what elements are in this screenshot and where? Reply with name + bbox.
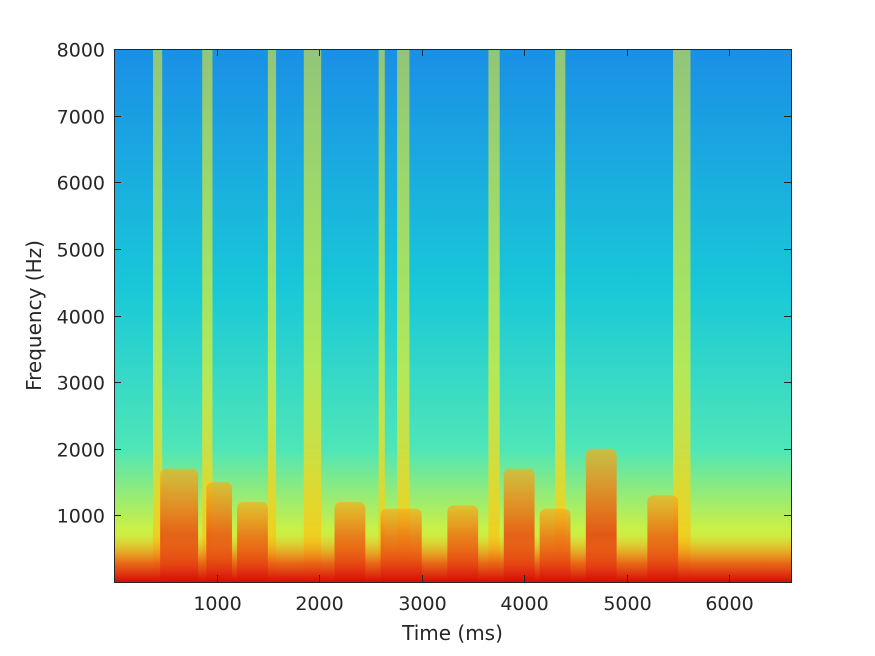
- energy-band: [202, 49, 213, 582]
- y-tick-label: 6000: [57, 173, 105, 195]
- y-tick-label: 7000: [57, 107, 105, 129]
- energy-band: [555, 49, 566, 582]
- energy-band: [152, 49, 163, 582]
- energy-band: [267, 49, 277, 582]
- y-tick-label: 2000: [57, 440, 105, 462]
- energy-band: [397, 49, 410, 582]
- y-tick-label: 8000: [57, 40, 105, 62]
- y-tick-label: 1000: [57, 506, 105, 528]
- energy-band: [303, 49, 322, 582]
- x-axis: 1000 2000 3000 4000 5000 6000: [193, 49, 754, 615]
- x-axis-label: Time (ms): [401, 621, 503, 645]
- energy-band: [673, 49, 691, 582]
- x-tick-label: 3000: [398, 593, 446, 615]
- high-frequency-bands: [152, 49, 691, 582]
- y-tick-label: 5000: [57, 240, 105, 262]
- low-frequency-energy: [114, 535, 791, 582]
- plot-area: [114, 49, 791, 582]
- x-tick-label: 6000: [705, 593, 753, 615]
- x-tick-label: 1000: [193, 593, 241, 615]
- energy-band: [378, 49, 385, 582]
- x-tick-label: 5000: [603, 593, 651, 615]
- x-tick-label: 4000: [500, 593, 548, 615]
- y-axis-label: Frequency (Hz): [22, 240, 46, 391]
- y-axis: 1000 2000 3000 4000 5000 6000 7000 8000: [57, 40, 791, 528]
- y-tick-label: 3000: [57, 373, 105, 395]
- energy-band: [488, 49, 500, 582]
- x-tick-label: 2000: [295, 593, 343, 615]
- y-tick-label: 4000: [57, 307, 105, 329]
